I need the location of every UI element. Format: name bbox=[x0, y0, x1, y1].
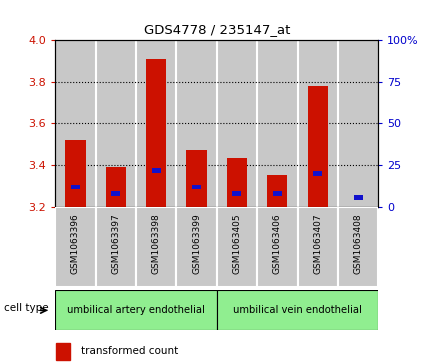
Bar bbox=[217, 290, 378, 330]
Bar bbox=[298, 40, 338, 207]
Bar bbox=[298, 207, 338, 287]
Bar bbox=[55, 207, 96, 287]
Bar bbox=[354, 195, 363, 200]
Bar bbox=[176, 40, 217, 207]
Text: GSM1063396: GSM1063396 bbox=[71, 213, 80, 274]
Bar bbox=[71, 185, 80, 189]
Title: GDS4778 / 235147_at: GDS4778 / 235147_at bbox=[144, 23, 290, 36]
Text: umbilical vein endothelial: umbilical vein endothelial bbox=[233, 305, 362, 315]
Bar bbox=[55, 290, 217, 330]
Bar bbox=[217, 207, 257, 287]
Bar bbox=[232, 191, 241, 196]
Text: GSM1063407: GSM1063407 bbox=[313, 213, 322, 274]
Bar bbox=[111, 191, 120, 196]
Bar bbox=[192, 185, 201, 189]
Bar bbox=[187, 150, 207, 207]
Bar bbox=[65, 140, 85, 207]
Bar bbox=[106, 167, 126, 207]
Bar bbox=[227, 158, 247, 207]
Text: cell type: cell type bbox=[4, 303, 49, 313]
Bar bbox=[136, 207, 176, 287]
Bar bbox=[57, 343, 70, 360]
Bar bbox=[152, 168, 161, 173]
Text: GSM1063399: GSM1063399 bbox=[192, 213, 201, 274]
Bar bbox=[338, 207, 378, 287]
Bar bbox=[267, 175, 287, 207]
Bar bbox=[217, 40, 257, 207]
Text: GSM1063408: GSM1063408 bbox=[354, 213, 363, 274]
Text: GSM1063397: GSM1063397 bbox=[111, 213, 120, 274]
Text: GSM1063406: GSM1063406 bbox=[273, 213, 282, 274]
Bar bbox=[257, 207, 298, 287]
Bar bbox=[96, 40, 136, 207]
Bar bbox=[96, 207, 136, 287]
Bar bbox=[176, 207, 217, 287]
Text: umbilical artery endothelial: umbilical artery endothelial bbox=[67, 305, 205, 315]
Text: transformed count: transformed count bbox=[81, 346, 178, 356]
Text: GSM1063405: GSM1063405 bbox=[232, 213, 241, 274]
Text: GSM1063398: GSM1063398 bbox=[152, 213, 161, 274]
Bar bbox=[338, 40, 378, 207]
Bar bbox=[313, 171, 322, 176]
Bar bbox=[136, 40, 176, 207]
Bar bbox=[146, 59, 166, 207]
Bar bbox=[308, 86, 328, 207]
Bar bbox=[273, 191, 282, 196]
Bar bbox=[257, 40, 298, 207]
Bar bbox=[55, 40, 96, 207]
